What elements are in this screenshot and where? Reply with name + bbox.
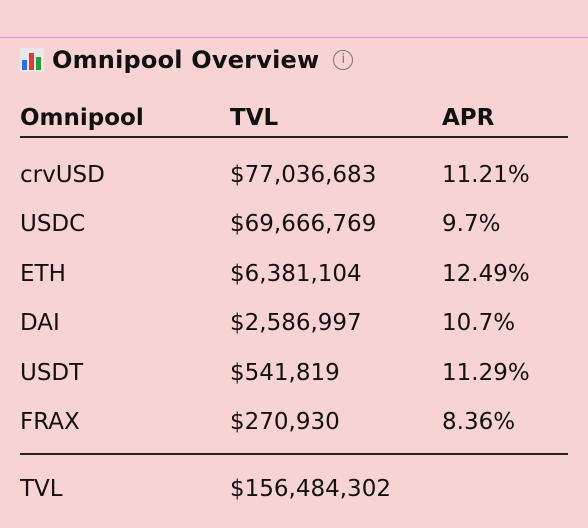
table-row: ETH $6,381,104 12.49%: [20, 249, 568, 299]
pool-tvl: $270,930: [230, 409, 340, 436]
column-header-omnipool: Omnipool: [20, 105, 144, 131]
pool-apr: 11.29%: [442, 359, 530, 386]
pool-apr: 10.7%: [442, 310, 516, 337]
pool-tvl: $69,666,769: [230, 211, 377, 238]
pool-name: DAI: [20, 310, 60, 337]
table-row: DAI $2,586,997 10.7%: [20, 299, 568, 349]
info-icon[interactable]: i: [333, 50, 354, 70]
pool-apr: 11.21%: [442, 161, 530, 188]
top-border: [0, 37, 588, 38]
pool-tvl: $541,819: [230, 359, 340, 386]
omnipool-table: Omnipool TVL APR crvUSD $77,036,683 11.2…: [20, 100, 568, 523]
pool-tvl: $77,036,683: [230, 161, 377, 188]
column-header-apr: APR: [442, 105, 495, 131]
table-row: crvUSD $77,036,683 11.21%: [20, 150, 568, 200]
total-label: TVL: [20, 476, 63, 502]
bar-chart-icon: [20, 48, 44, 72]
total-row: TVL $156,484,302: [20, 455, 568, 523]
pool-name: crvUSD: [20, 161, 105, 188]
total-divider: [20, 453, 568, 455]
page-title: Omnipool Overview: [52, 46, 320, 74]
pool-name: FRAX: [20, 409, 80, 436]
pool-name: ETH: [20, 260, 66, 287]
pool-apr: 9.7%: [442, 211, 501, 238]
total-tvl: $156,484,302: [230, 476, 391, 502]
pool-name: USDT: [20, 359, 84, 386]
overview-header: Omnipool Overview i: [20, 44, 354, 76]
table-header-row: Omnipool TVL APR: [20, 100, 568, 138]
table-row: USDT $541,819 11.29%: [20, 348, 568, 398]
table-row: FRAX $270,930 8.36%: [20, 398, 568, 448]
table-row: USDC $69,666,769 9.7%: [20, 200, 568, 250]
column-header-tvl: TVL: [230, 105, 279, 131]
pool-apr: 8.36%: [442, 409, 516, 436]
pool-tvl: $2,586,997: [230, 310, 362, 337]
pool-tvl: $6,381,104: [230, 260, 362, 287]
pool-apr: 12.49%: [442, 260, 530, 287]
pool-name: USDC: [20, 211, 86, 238]
